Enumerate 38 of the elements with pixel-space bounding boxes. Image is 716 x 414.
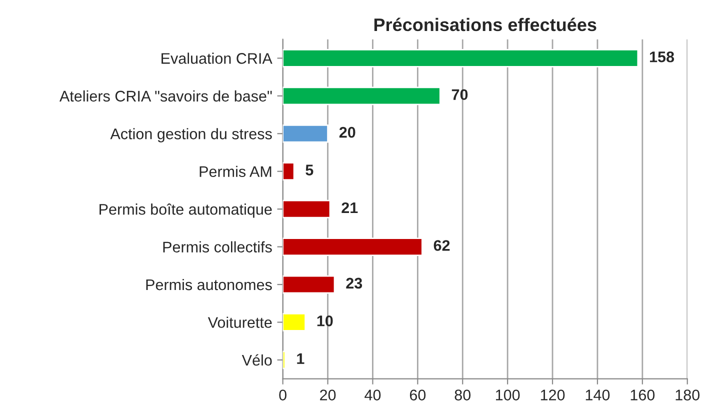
y-tick-label: Evaluation CRIA — [162, 52, 272, 64]
data-label: 21 — [342, 202, 358, 214]
data-label: 158 — [650, 51, 674, 62]
x-tick-label: 140 — [586, 390, 610, 400]
bar — [282, 350, 286, 370]
bar — [282, 124, 328, 143]
y-tick-label: Permis AM — [200, 166, 272, 178]
y-tick-label: Vélo — [242, 354, 272, 366]
y-tick-label: Voiturette — [208, 316, 272, 328]
data-label: 20 — [339, 126, 356, 138]
y-tick-label: Permis autonomes — [146, 278, 272, 290]
bar — [282, 313, 306, 332]
chart-title: Préconisations effectuées — [374, 18, 596, 32]
data-label: 10 — [317, 316, 333, 326]
x-tick-label: 40 — [364, 390, 381, 400]
x-tick-label: 160 — [630, 390, 655, 400]
x-tick-label: 60 — [410, 390, 426, 400]
data-label: 70 — [452, 89, 468, 100]
bar — [282, 275, 336, 294]
data-label: 1 — [297, 353, 304, 364]
x-tick-label: 80 — [454, 390, 471, 400]
y-tick-label: Ateliers CRIA "savoirs de base" — [60, 90, 272, 102]
data-label: 23 — [346, 278, 362, 289]
x-tick-label: 120 — [540, 390, 565, 400]
y-tick-label: Action gestion du stress — [110, 128, 272, 142]
data-label: 5 — [306, 164, 314, 176]
bar — [282, 86, 441, 106]
bar — [282, 200, 331, 218]
x-tick-label: 180 — [676, 390, 700, 400]
x-tick-label: 100 — [496, 390, 520, 400]
x-tick-label: 20 — [320, 390, 336, 400]
bar — [282, 49, 639, 68]
data-label: 62 — [434, 240, 450, 251]
x-tick-label: 0 — [279, 390, 286, 400]
bar — [282, 238, 423, 256]
y-tick-label: Permis collectifs — [163, 241, 272, 252]
bar — [282, 162, 295, 181]
y-tick-label: Permis boîte automatique — [100, 204, 272, 218]
